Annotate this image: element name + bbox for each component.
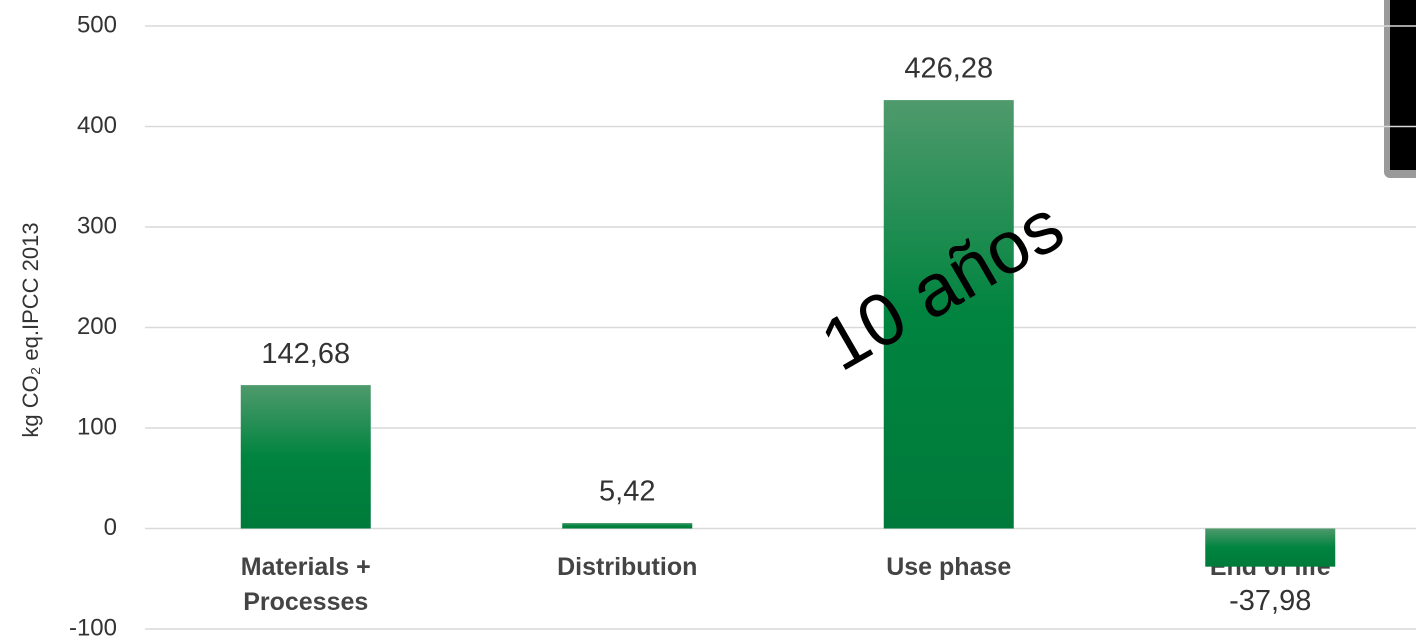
y-tick-label: -100 <box>69 614 117 641</box>
bar <box>240 385 371 529</box>
value-label: -37,98 <box>1229 585 1311 617</box>
bar <box>1205 528 1336 567</box>
x-tick-label: Use phase <box>886 553 1012 581</box>
value-label: 5,42 <box>599 476 655 508</box>
y-tick-label: 0 <box>104 514 117 541</box>
y-axis-label: kg CO₂ eq.IPCC 2013 <box>18 222 43 437</box>
bar <box>883 100 1014 529</box>
y-tick-label: 200 <box>77 313 117 340</box>
x-tick-label: Materials + Processes <box>240 553 371 616</box>
x-tick-label: Distribution <box>557 553 698 581</box>
y-tick-label: 100 <box>77 413 117 440</box>
y-tick-label: 400 <box>77 112 117 139</box>
y-tick-label: 300 <box>77 212 117 239</box>
bar <box>562 523 693 529</box>
value-label: 142,68 <box>261 338 350 370</box>
y-tick-label: 500 <box>77 11 117 38</box>
value-label: 426,28 <box>904 53 993 85</box>
device-corner <box>1384 0 1416 178</box>
